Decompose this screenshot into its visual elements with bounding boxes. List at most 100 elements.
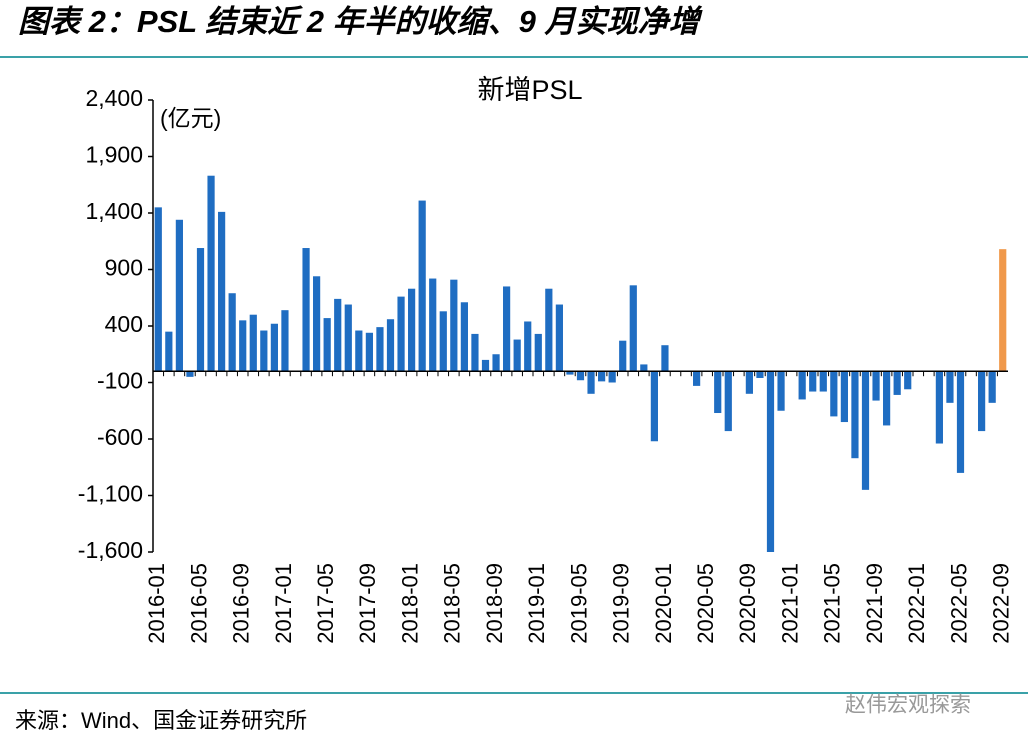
bar (196, 248, 205, 372)
y-tick-label: 400 (105, 311, 143, 337)
bar (503, 286, 511, 372)
bar (450, 279, 458, 372)
y-tick-label: 900 (105, 255, 143, 281)
x-tick-label: 2022-05 (946, 563, 971, 644)
bar (999, 249, 1007, 372)
x-tick-label: 2017-01 (271, 563, 296, 644)
bar (745, 371, 753, 394)
bar (260, 330, 268, 372)
bar (397, 296, 405, 372)
x-tick-label: 2020-05 (693, 563, 718, 644)
bar (481, 359, 490, 372)
x-tick-label: 2021-05 (820, 563, 845, 644)
bar (809, 371, 817, 392)
bar (376, 327, 384, 372)
bar (228, 293, 236, 372)
x-tick-label: 2018-05 (440, 563, 465, 644)
x-tick-label: 2022-09 (989, 563, 1014, 644)
bar (165, 331, 173, 372)
y-tick-label: -1,100 (78, 481, 143, 507)
bar (249, 314, 257, 372)
x-tick-label: 2020-09 (735, 563, 760, 644)
bar (534, 333, 542, 372)
bar (386, 319, 395, 372)
y-tick-label: -100 (97, 368, 143, 394)
x-tick-label: 2020-01 (651, 563, 676, 644)
bar (830, 371, 838, 417)
bar (524, 321, 532, 372)
bar (334, 298, 342, 372)
bar (492, 354, 500, 372)
bar (978, 371, 986, 432)
bar (186, 371, 194, 377)
x-tick-label: 2017-05 (313, 563, 338, 644)
bar (883, 371, 891, 426)
x-tick-label: 2018-09 (482, 563, 507, 644)
x-tick-label: 2019-05 (566, 563, 591, 644)
bar (851, 371, 859, 459)
bar (555, 304, 563, 372)
bar (988, 371, 996, 403)
bar (893, 371, 901, 395)
x-tick-label: 2021-01 (777, 563, 802, 644)
bar (471, 333, 479, 372)
y-tick-label: 2,400 (85, 85, 143, 111)
bar (239, 320, 247, 372)
x-tick-label: 2019-09 (609, 563, 634, 644)
bar (302, 248, 310, 372)
bar (344, 304, 352, 372)
bar (281, 310, 289, 372)
bar (872, 371, 880, 401)
bar (756, 371, 764, 378)
bar (566, 371, 574, 375)
bar (207, 175, 215, 372)
bar (904, 371, 912, 390)
bar (355, 330, 363, 372)
bar (798, 371, 806, 400)
x-tick-label: 2019-01 (524, 563, 549, 644)
source: 来源：Wind、国金证券研究所 (15, 708, 307, 733)
bar (819, 371, 827, 392)
bar (545, 288, 553, 372)
bar (840, 371, 848, 423)
bar (714, 371, 722, 414)
x-tick-label: 2018-01 (397, 563, 422, 644)
bar (693, 371, 701, 386)
bar (313, 276, 321, 372)
bar (956, 371, 965, 473)
x-tick-label: 2017-09 (355, 563, 380, 644)
bar (650, 371, 658, 442)
x-tick-label: 2021-09 (862, 563, 887, 644)
bar (576, 371, 585, 381)
y-axis-label: (亿元) (160, 105, 221, 131)
y-tick-label: -1,600 (78, 537, 143, 563)
bar (365, 332, 373, 372)
bar (154, 207, 162, 372)
bar (619, 340, 627, 372)
bar (218, 211, 226, 372)
watermark: 赵伟宏观探索 (845, 694, 971, 717)
bar (629, 285, 637, 372)
y-tick-label: 1,400 (85, 198, 143, 224)
bar (429, 278, 437, 372)
y-tick-label: -600 (97, 424, 143, 450)
bar (608, 371, 616, 383)
bar (513, 339, 521, 372)
bar (418, 200, 426, 372)
bar (861, 371, 870, 490)
bar (323, 318, 331, 372)
bar (598, 371, 606, 382)
bar (640, 364, 648, 372)
bar (946, 371, 954, 403)
bar (766, 371, 775, 552)
bar (408, 288, 416, 372)
bar (935, 371, 943, 444)
bar (661, 345, 669, 372)
bar (175, 219, 183, 372)
bar (724, 371, 732, 432)
x-tick-label: 2016-01 (144, 563, 169, 644)
bar (777, 371, 785, 411)
bar (587, 371, 595, 394)
page-title: 图表 2：PSL 结束近 2 年半的收缩、9 月实现净增 (18, 4, 704, 39)
